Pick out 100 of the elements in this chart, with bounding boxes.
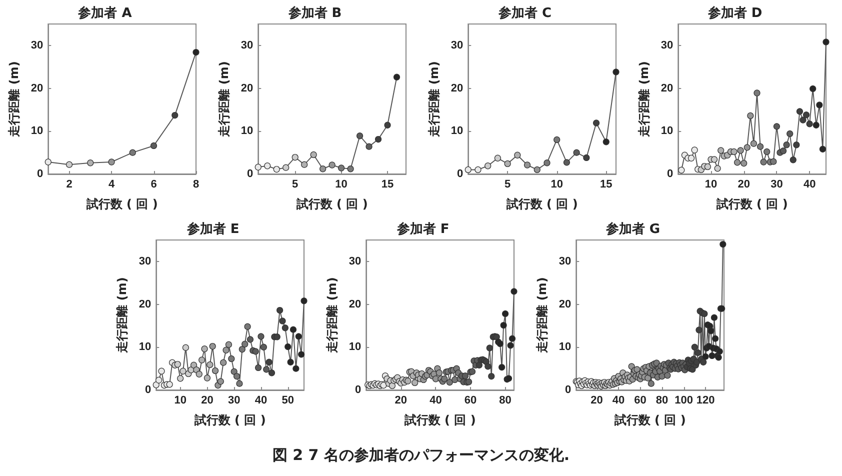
x-tick-label: 30 bbox=[770, 178, 783, 190]
point bbox=[263, 366, 270, 373]
point bbox=[612, 68, 620, 76]
point bbox=[524, 162, 531, 168]
point bbox=[710, 156, 718, 163]
x-tick-label: 10 bbox=[335, 178, 348, 190]
y-axis-title: 走行距離 (m) bbox=[535, 277, 549, 354]
x-tick-label: 5 bbox=[292, 178, 298, 190]
y-tick-label: 30 bbox=[348, 255, 362, 268]
point bbox=[534, 166, 540, 174]
point bbox=[494, 154, 502, 162]
x-axis-title: 試行数 ( 回 ) bbox=[193, 413, 266, 427]
point bbox=[172, 112, 178, 119]
y-tick-label: 10 bbox=[558, 341, 572, 354]
x-tick-label: 20 bbox=[201, 394, 214, 406]
y-tick-label: 0 bbox=[145, 384, 152, 396]
x-tick-label: 10 bbox=[704, 178, 718, 190]
point bbox=[244, 323, 251, 330]
point bbox=[233, 372, 240, 380]
y-tick-label: 20 bbox=[30, 82, 44, 94]
point bbox=[744, 144, 750, 151]
point bbox=[514, 152, 521, 158]
point bbox=[212, 367, 219, 374]
point bbox=[756, 143, 764, 150]
point bbox=[192, 48, 200, 56]
point bbox=[770, 158, 777, 165]
point bbox=[563, 159, 570, 166]
x-tick-label: 30 bbox=[228, 394, 240, 406]
y-tick-label: 0 bbox=[667, 168, 674, 180]
point bbox=[158, 368, 165, 374]
y-tick-label: 0 bbox=[457, 168, 464, 180]
point bbox=[356, 132, 364, 140]
point bbox=[282, 324, 288, 332]
x-tick-label: 40 bbox=[430, 394, 442, 406]
point bbox=[196, 370, 202, 378]
y-axis-title: 走行距離 (m) bbox=[637, 61, 651, 138]
point bbox=[783, 142, 790, 148]
x-tick-label: 10 bbox=[550, 178, 563, 190]
y-tick-label: 30 bbox=[30, 39, 44, 52]
point bbox=[393, 74, 400, 80]
point bbox=[301, 161, 308, 168]
point bbox=[222, 346, 230, 354]
point bbox=[554, 136, 560, 144]
x-tick-label: 60 bbox=[634, 394, 646, 406]
x-tick-label: 40 bbox=[254, 394, 268, 406]
y-tick-label: 0 bbox=[247, 168, 254, 180]
point bbox=[338, 164, 345, 172]
point bbox=[236, 380, 243, 387]
point bbox=[284, 343, 292, 350]
y-axis-title: 走行距離 (m) bbox=[115, 277, 129, 354]
x-tick-label: 60 bbox=[464, 394, 477, 406]
point bbox=[182, 344, 190, 351]
point bbox=[730, 148, 738, 156]
y-tick-label: 10 bbox=[240, 125, 254, 138]
point bbox=[198, 356, 206, 364]
point bbox=[796, 108, 804, 115]
point bbox=[780, 148, 787, 154]
x-tick-label: 4 bbox=[108, 178, 116, 190]
x-tick-label: 5 bbox=[504, 178, 511, 190]
x-tick-label: 10 bbox=[174, 394, 186, 406]
point bbox=[464, 166, 472, 174]
x-axis-title: 試行数 ( 回 ) bbox=[85, 197, 158, 211]
point bbox=[760, 158, 767, 166]
x-axis-title: 試行数 ( 回 ) bbox=[613, 413, 686, 427]
x-axis-title: 試行数 ( 回 ) bbox=[715, 197, 788, 211]
point bbox=[260, 344, 267, 350]
point bbox=[734, 159, 741, 166]
x-tick-label: 50 bbox=[282, 394, 294, 406]
y-tick-label: 20 bbox=[558, 298, 572, 310]
x-tick-label: 20 bbox=[394, 394, 408, 406]
point bbox=[246, 336, 254, 343]
point bbox=[691, 146, 698, 154]
chart-title: 参加者 D bbox=[706, 5, 762, 21]
point bbox=[374, 136, 382, 143]
point bbox=[87, 160, 94, 166]
point bbox=[802, 112, 810, 118]
point bbox=[273, 166, 280, 173]
x-tick-label: 15 bbox=[600, 178, 612, 190]
point bbox=[238, 346, 246, 353]
point bbox=[282, 164, 290, 171]
point bbox=[274, 334, 280, 340]
y-tick-label: 30 bbox=[450, 39, 464, 52]
point bbox=[298, 351, 305, 358]
x-tick-label: 40 bbox=[803, 178, 816, 190]
x-tick-label: 20 bbox=[738, 178, 750, 190]
x-tick-label: 40 bbox=[612, 394, 625, 406]
y-axis-title: 走行距離 (m) bbox=[7, 61, 21, 138]
chart-title: 参加者 A bbox=[77, 5, 132, 21]
point bbox=[209, 342, 216, 350]
point bbox=[678, 166, 685, 174]
point bbox=[206, 361, 214, 368]
point bbox=[66, 161, 73, 168]
point bbox=[204, 374, 211, 382]
point bbox=[230, 368, 238, 375]
point bbox=[190, 362, 198, 368]
point bbox=[242, 340, 248, 348]
point bbox=[773, 123, 780, 130]
point bbox=[740, 160, 748, 167]
y-tick-label: 20 bbox=[660, 82, 674, 94]
point bbox=[217, 378, 224, 385]
